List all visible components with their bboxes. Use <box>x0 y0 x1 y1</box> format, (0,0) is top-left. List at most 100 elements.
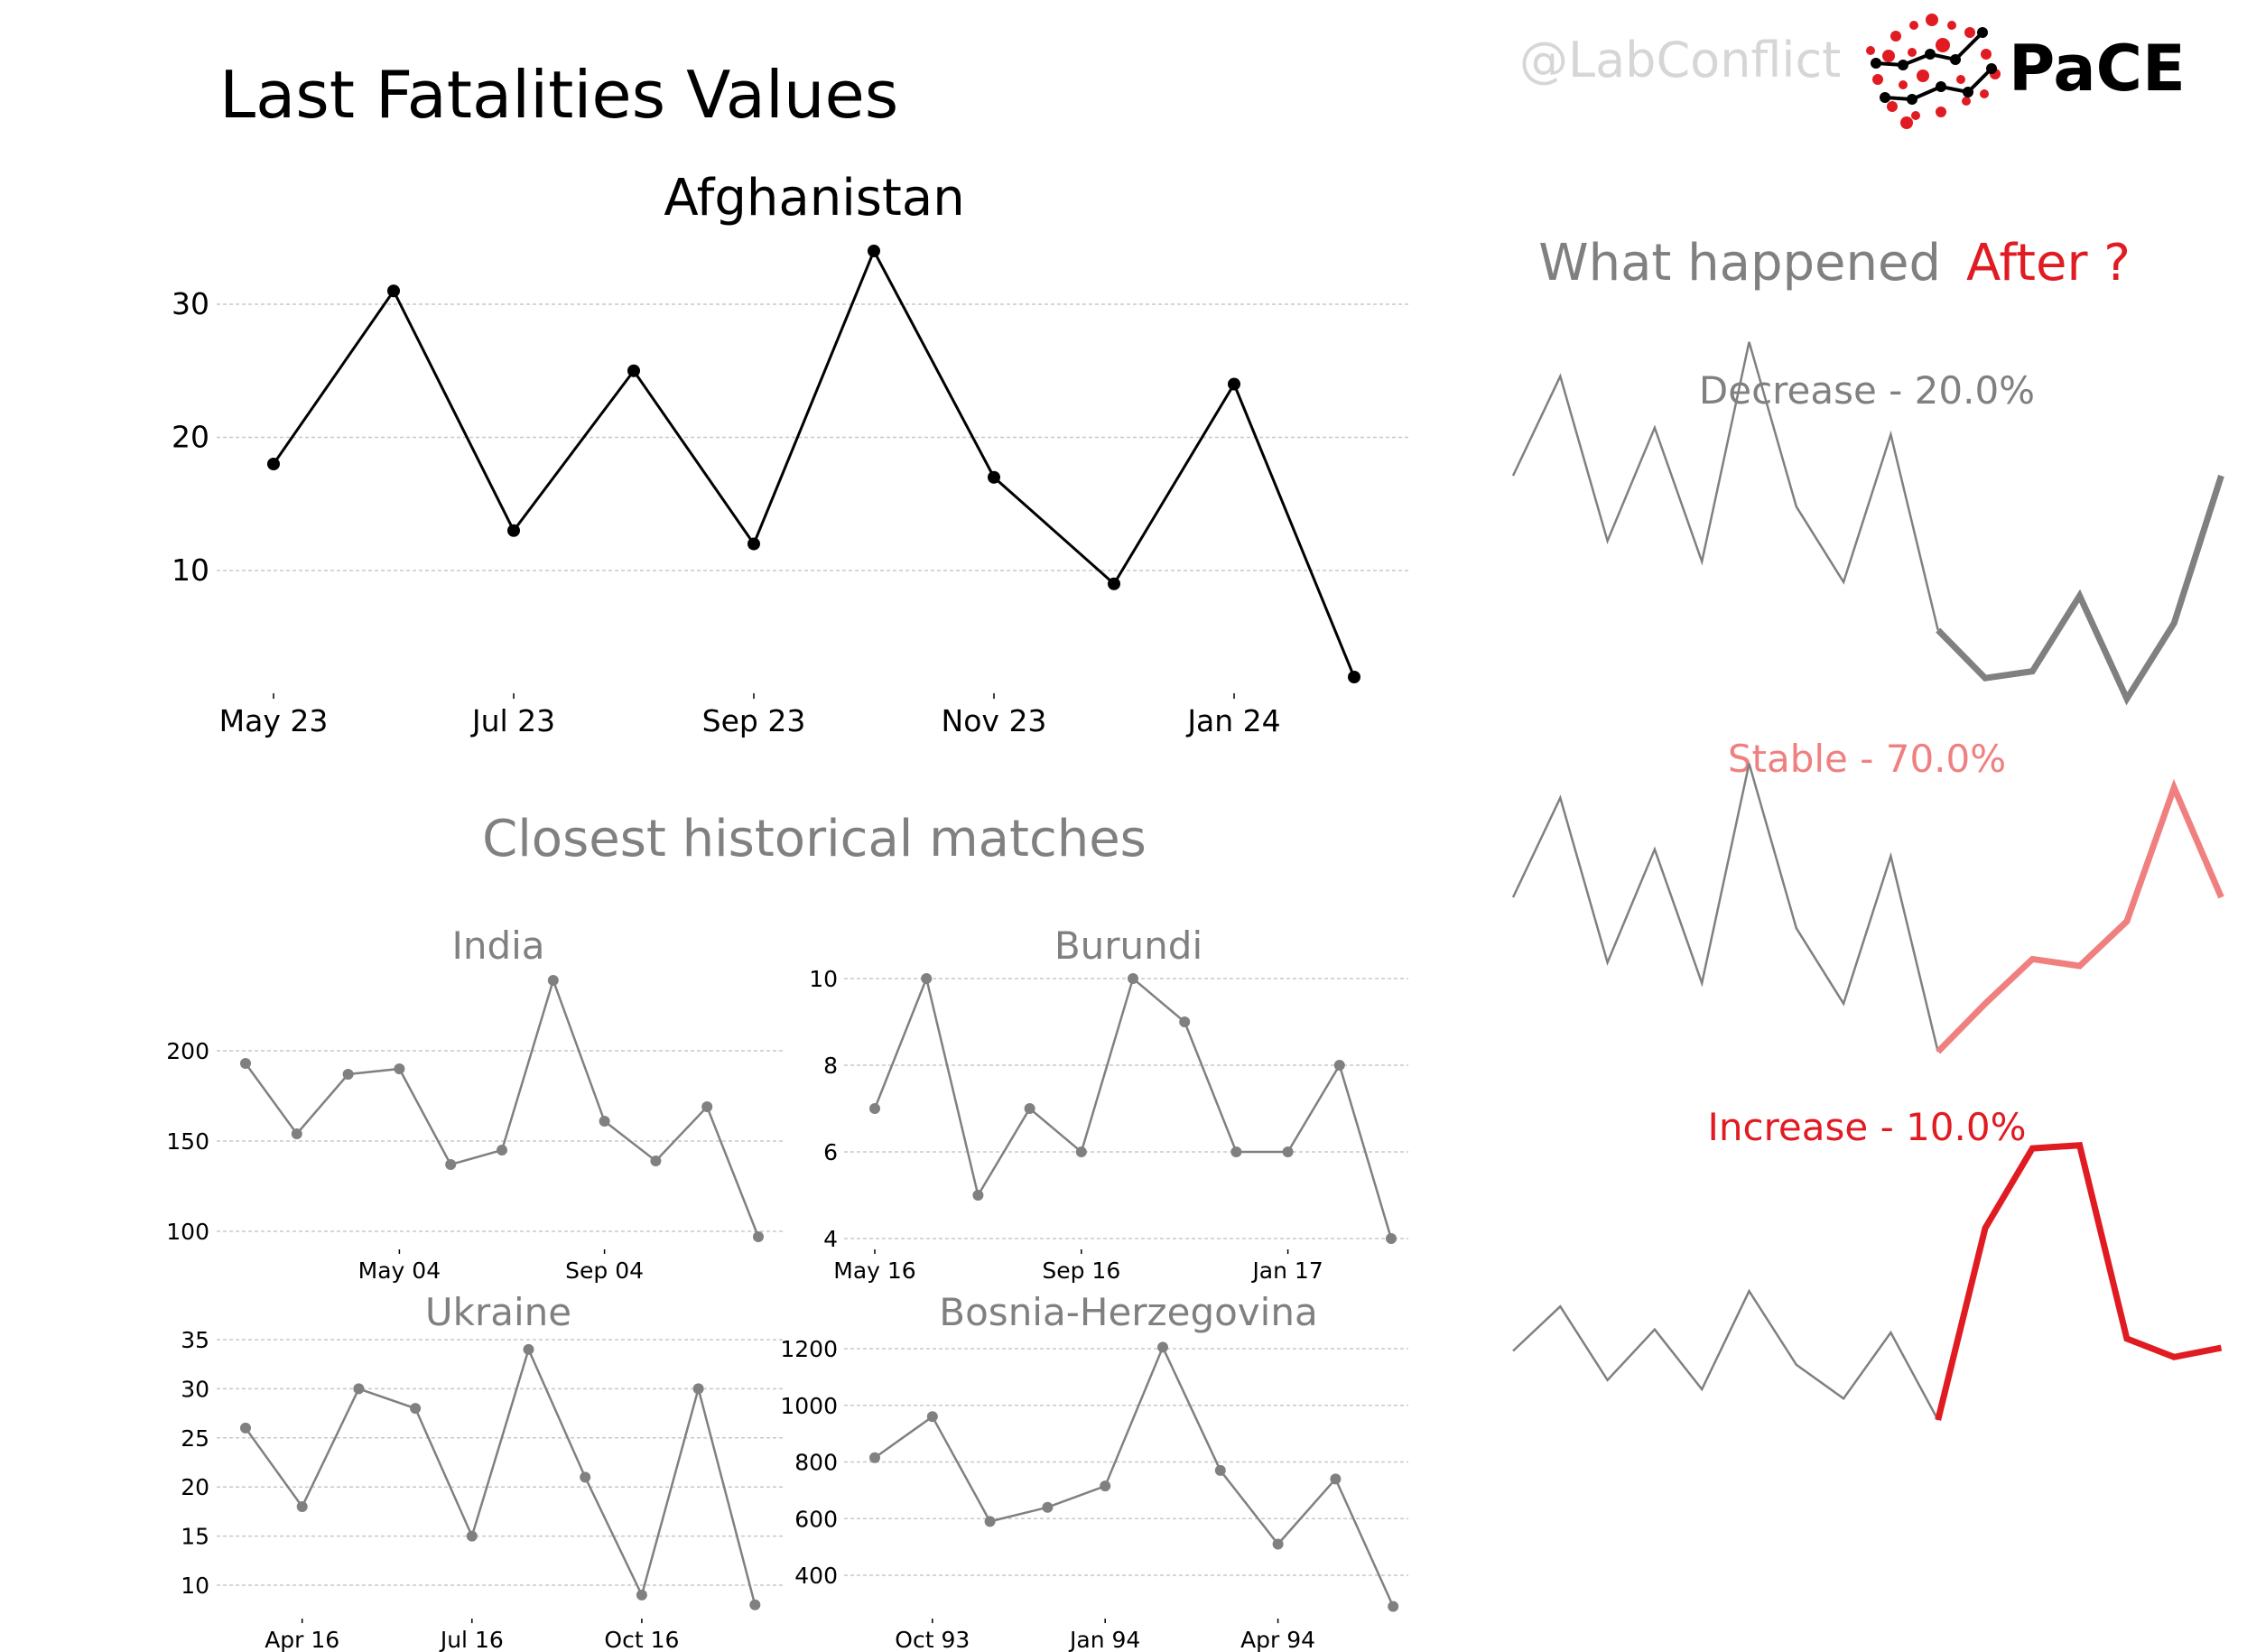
burundi-xtick-label: May 16 <box>833 1258 915 1284</box>
decrease-scenario-chart <box>1511 341 2224 706</box>
afghanistan-ytick-label: 20 <box>172 420 209 455</box>
ukraine-data-point <box>692 1383 704 1395</box>
main-chart-title: Afghanistan <box>664 169 964 227</box>
india-chart-title: India <box>451 923 544 968</box>
bosnia-data-point <box>926 1411 938 1423</box>
bosnia-ytick-label: 600 <box>794 1506 838 1532</box>
ukraine-ytick-label: 35 <box>181 1327 209 1353</box>
india-data-point <box>753 1231 764 1242</box>
india-data-point <box>497 1145 507 1155</box>
india-data-point <box>240 1058 251 1069</box>
matches-section-title: Closest historical matches <box>482 810 1147 868</box>
burundi-data-point <box>869 1103 880 1114</box>
bosnia-ytick-label: 400 <box>794 1563 838 1589</box>
ukraine-xtick-label: Oct 16 <box>604 1627 679 1652</box>
india-data-point <box>291 1128 302 1139</box>
india-series-line <box>244 977 760 1238</box>
bosnia-chart: 400 600 800 1000 1200 Oct 93 Jan 94 Apr 94 <box>780 1336 1408 1652</box>
ukraine-data-point <box>240 1422 251 1434</box>
ukraine-data-point <box>466 1530 478 1542</box>
decrease-scenario-title: Decrease - 20.0% <box>1699 368 2035 413</box>
bosnia-chart-title: Bosnia-Herzegovina <box>939 1290 1317 1334</box>
india-xtick-label: Sep 04 <box>565 1258 644 1284</box>
bosnia-data-point <box>1042 1501 1054 1513</box>
ukraine-data-point <box>296 1500 308 1512</box>
bosnia-data-point <box>1388 1601 1399 1612</box>
burundi-data-point <box>972 1190 984 1201</box>
burundi-data-point <box>1179 1016 1191 1027</box>
bosnia-data-point <box>1214 1464 1226 1476</box>
bosnia-xtick-label: Jan 94 <box>1068 1627 1140 1652</box>
bosnia-ytick-label: 800 <box>794 1450 838 1476</box>
bosnia-data-point <box>1330 1473 1342 1485</box>
ukraine-data-point <box>749 1599 761 1610</box>
afghanistan-data-point <box>627 364 640 377</box>
india-data-point <box>547 975 559 986</box>
increase-scenario-title: Increase - 10.0% <box>1707 1105 2026 1149</box>
burundi-data-point <box>1386 1233 1397 1244</box>
afghanistan-data-point <box>747 537 760 551</box>
india-xtick-label: May 04 <box>358 1258 441 1284</box>
afghanistan-data-point <box>1228 377 1240 391</box>
bosnia-xtick-label: Oct 93 <box>895 1627 970 1652</box>
ukraine-xtick-label: Apr 16 <box>265 1627 339 1652</box>
burundi-data-point <box>1230 1146 1242 1157</box>
decrease-projection-line <box>1936 474 2224 706</box>
ukraine-xtick-label: Jul 16 <box>439 1627 504 1652</box>
decrease-history-line <box>1511 341 1939 631</box>
burundi-xtick-label: Sep 16 <box>1042 1258 1120 1284</box>
afghanistan-chart: 10 20 30 May 23 Jul 23 Sep 23 Nov 23 Jan 24 <box>172 245 1408 738</box>
bosnia-data-point <box>1272 1538 1284 1550</box>
india-data-point <box>701 1101 713 1112</box>
ukraine-chart-title: Ukraine <box>425 1290 571 1334</box>
afghanistan-data-point <box>387 284 400 298</box>
bosnia-ytick-label: 1000 <box>780 1393 838 1419</box>
afghanistan-data-point <box>868 245 880 257</box>
increase-scenario-chart <box>1512 1142 2223 1421</box>
afghanistan-xtick-label: Jul 23 <box>470 703 555 738</box>
bosnia-data-point <box>1100 1480 1111 1492</box>
burundi-data-point <box>1128 973 1138 984</box>
brand-name: PaCE <box>2009 32 2186 106</box>
ukraine-data-point <box>636 1589 647 1601</box>
stable-history-line <box>1511 763 1939 1053</box>
burundi-xtick-label: Jan 17 <box>1250 1258 1323 1284</box>
bosnia-xtick-label: Apr 94 <box>1240 1627 1315 1652</box>
burundi-ytick-label: 4 <box>823 1226 838 1252</box>
afghanistan-ytick-label: 30 <box>172 286 209 321</box>
afghanistan-data-point <box>507 524 520 537</box>
what-happened-accent: After ? <box>1966 234 2131 292</box>
afghanistan-series-line <box>272 247 1356 678</box>
afghanistan-data-point <box>1108 577 1120 590</box>
ukraine-data-point <box>523 1343 534 1355</box>
india-chart: 100 150 200 May 04 Sep 04 <box>166 975 784 1284</box>
ukraine-ytick-label: 25 <box>181 1425 209 1452</box>
afghanistan-xtick-label: Nov 23 <box>942 703 1047 738</box>
ukraine-series-line <box>244 1346 757 1606</box>
page-title: Last Fatalities Values <box>219 57 898 133</box>
burundi-ytick-label: 10 <box>809 966 838 992</box>
india-ytick-label: 150 <box>166 1128 209 1155</box>
ukraine-ytick-label: 30 <box>181 1376 209 1402</box>
burundi-series-line <box>873 974 1393 1239</box>
stable-projection-line <box>1936 778 2224 1054</box>
bosnia-series-line <box>874 1344 1395 1608</box>
bosnia-data-point <box>869 1452 880 1463</box>
increase-projection-line <box>1935 1142 2223 1421</box>
india-data-point <box>599 1116 610 1127</box>
afghanistan-xtick-label: May 23 <box>219 703 329 738</box>
ukraine-data-point <box>353 1383 365 1395</box>
burundi-data-point <box>921 973 933 984</box>
increase-history-line <box>1512 1288 1939 1421</box>
ukraine-ytick-label: 20 <box>181 1474 209 1500</box>
stable-scenario-chart <box>1511 763 2224 1054</box>
bosnia-data-point <box>1157 1341 1168 1353</box>
burundi-ytick-label: 8 <box>823 1053 838 1079</box>
afghanistan-xtick-label: Sep 23 <box>702 703 806 738</box>
twitter-handle[interactable]: @LabConflict <box>1519 32 1841 88</box>
afghanistan-xtick-label: Jan 24 <box>1185 703 1280 738</box>
india-data-point <box>342 1069 354 1080</box>
ukraine-data-point <box>410 1403 422 1415</box>
afghanistan-data-point <box>988 470 1000 484</box>
afghanistan-data-point <box>267 458 280 470</box>
